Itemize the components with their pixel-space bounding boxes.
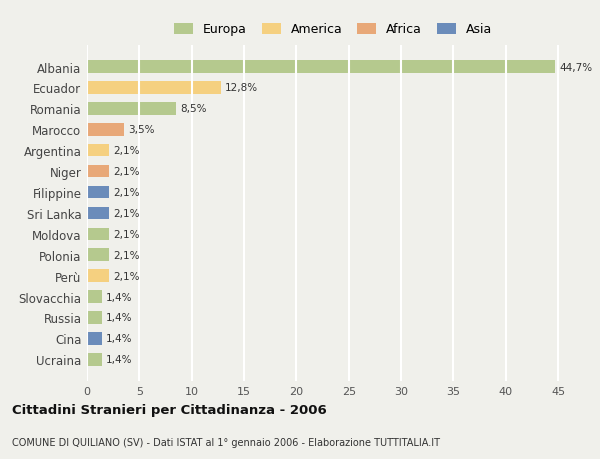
Bar	[87, 332, 101, 345]
Bar	[87, 165, 109, 178]
Bar	[87, 124, 124, 136]
Text: 2,1%: 2,1%	[113, 208, 140, 218]
Bar	[87, 82, 221, 95]
Bar	[87, 103, 176, 115]
Text: 8,5%: 8,5%	[180, 104, 206, 114]
Text: 1,4%: 1,4%	[106, 292, 133, 302]
Text: 2,1%: 2,1%	[113, 230, 140, 239]
Text: 44,7%: 44,7%	[559, 62, 592, 73]
Bar	[87, 186, 109, 199]
Text: COMUNE DI QUILIANO (SV) - Dati ISTAT al 1° gennaio 2006 - Elaborazione TUTTITALI: COMUNE DI QUILIANO (SV) - Dati ISTAT al …	[12, 437, 440, 447]
Text: 1,4%: 1,4%	[106, 334, 133, 344]
Bar	[87, 270, 109, 282]
Text: 2,1%: 2,1%	[113, 146, 140, 156]
Legend: Europa, America, Africa, Asia: Europa, America, Africa, Asia	[174, 23, 492, 36]
Text: 1,4%: 1,4%	[106, 313, 133, 323]
Text: 1,4%: 1,4%	[106, 354, 133, 364]
Text: 2,1%: 2,1%	[113, 167, 140, 177]
Bar	[87, 312, 101, 324]
Text: 2,1%: 2,1%	[113, 250, 140, 260]
Bar	[87, 249, 109, 262]
Text: 2,1%: 2,1%	[113, 188, 140, 197]
Text: 12,8%: 12,8%	[225, 83, 259, 93]
Text: 3,5%: 3,5%	[128, 125, 154, 135]
Bar	[87, 207, 109, 220]
Text: 2,1%: 2,1%	[113, 271, 140, 281]
Bar	[87, 61, 555, 73]
Text: Cittadini Stranieri per Cittadinanza - 2006: Cittadini Stranieri per Cittadinanza - 2…	[12, 403, 327, 416]
Bar	[87, 353, 101, 366]
Bar	[87, 145, 109, 157]
Bar	[87, 291, 101, 303]
Bar	[87, 228, 109, 241]
